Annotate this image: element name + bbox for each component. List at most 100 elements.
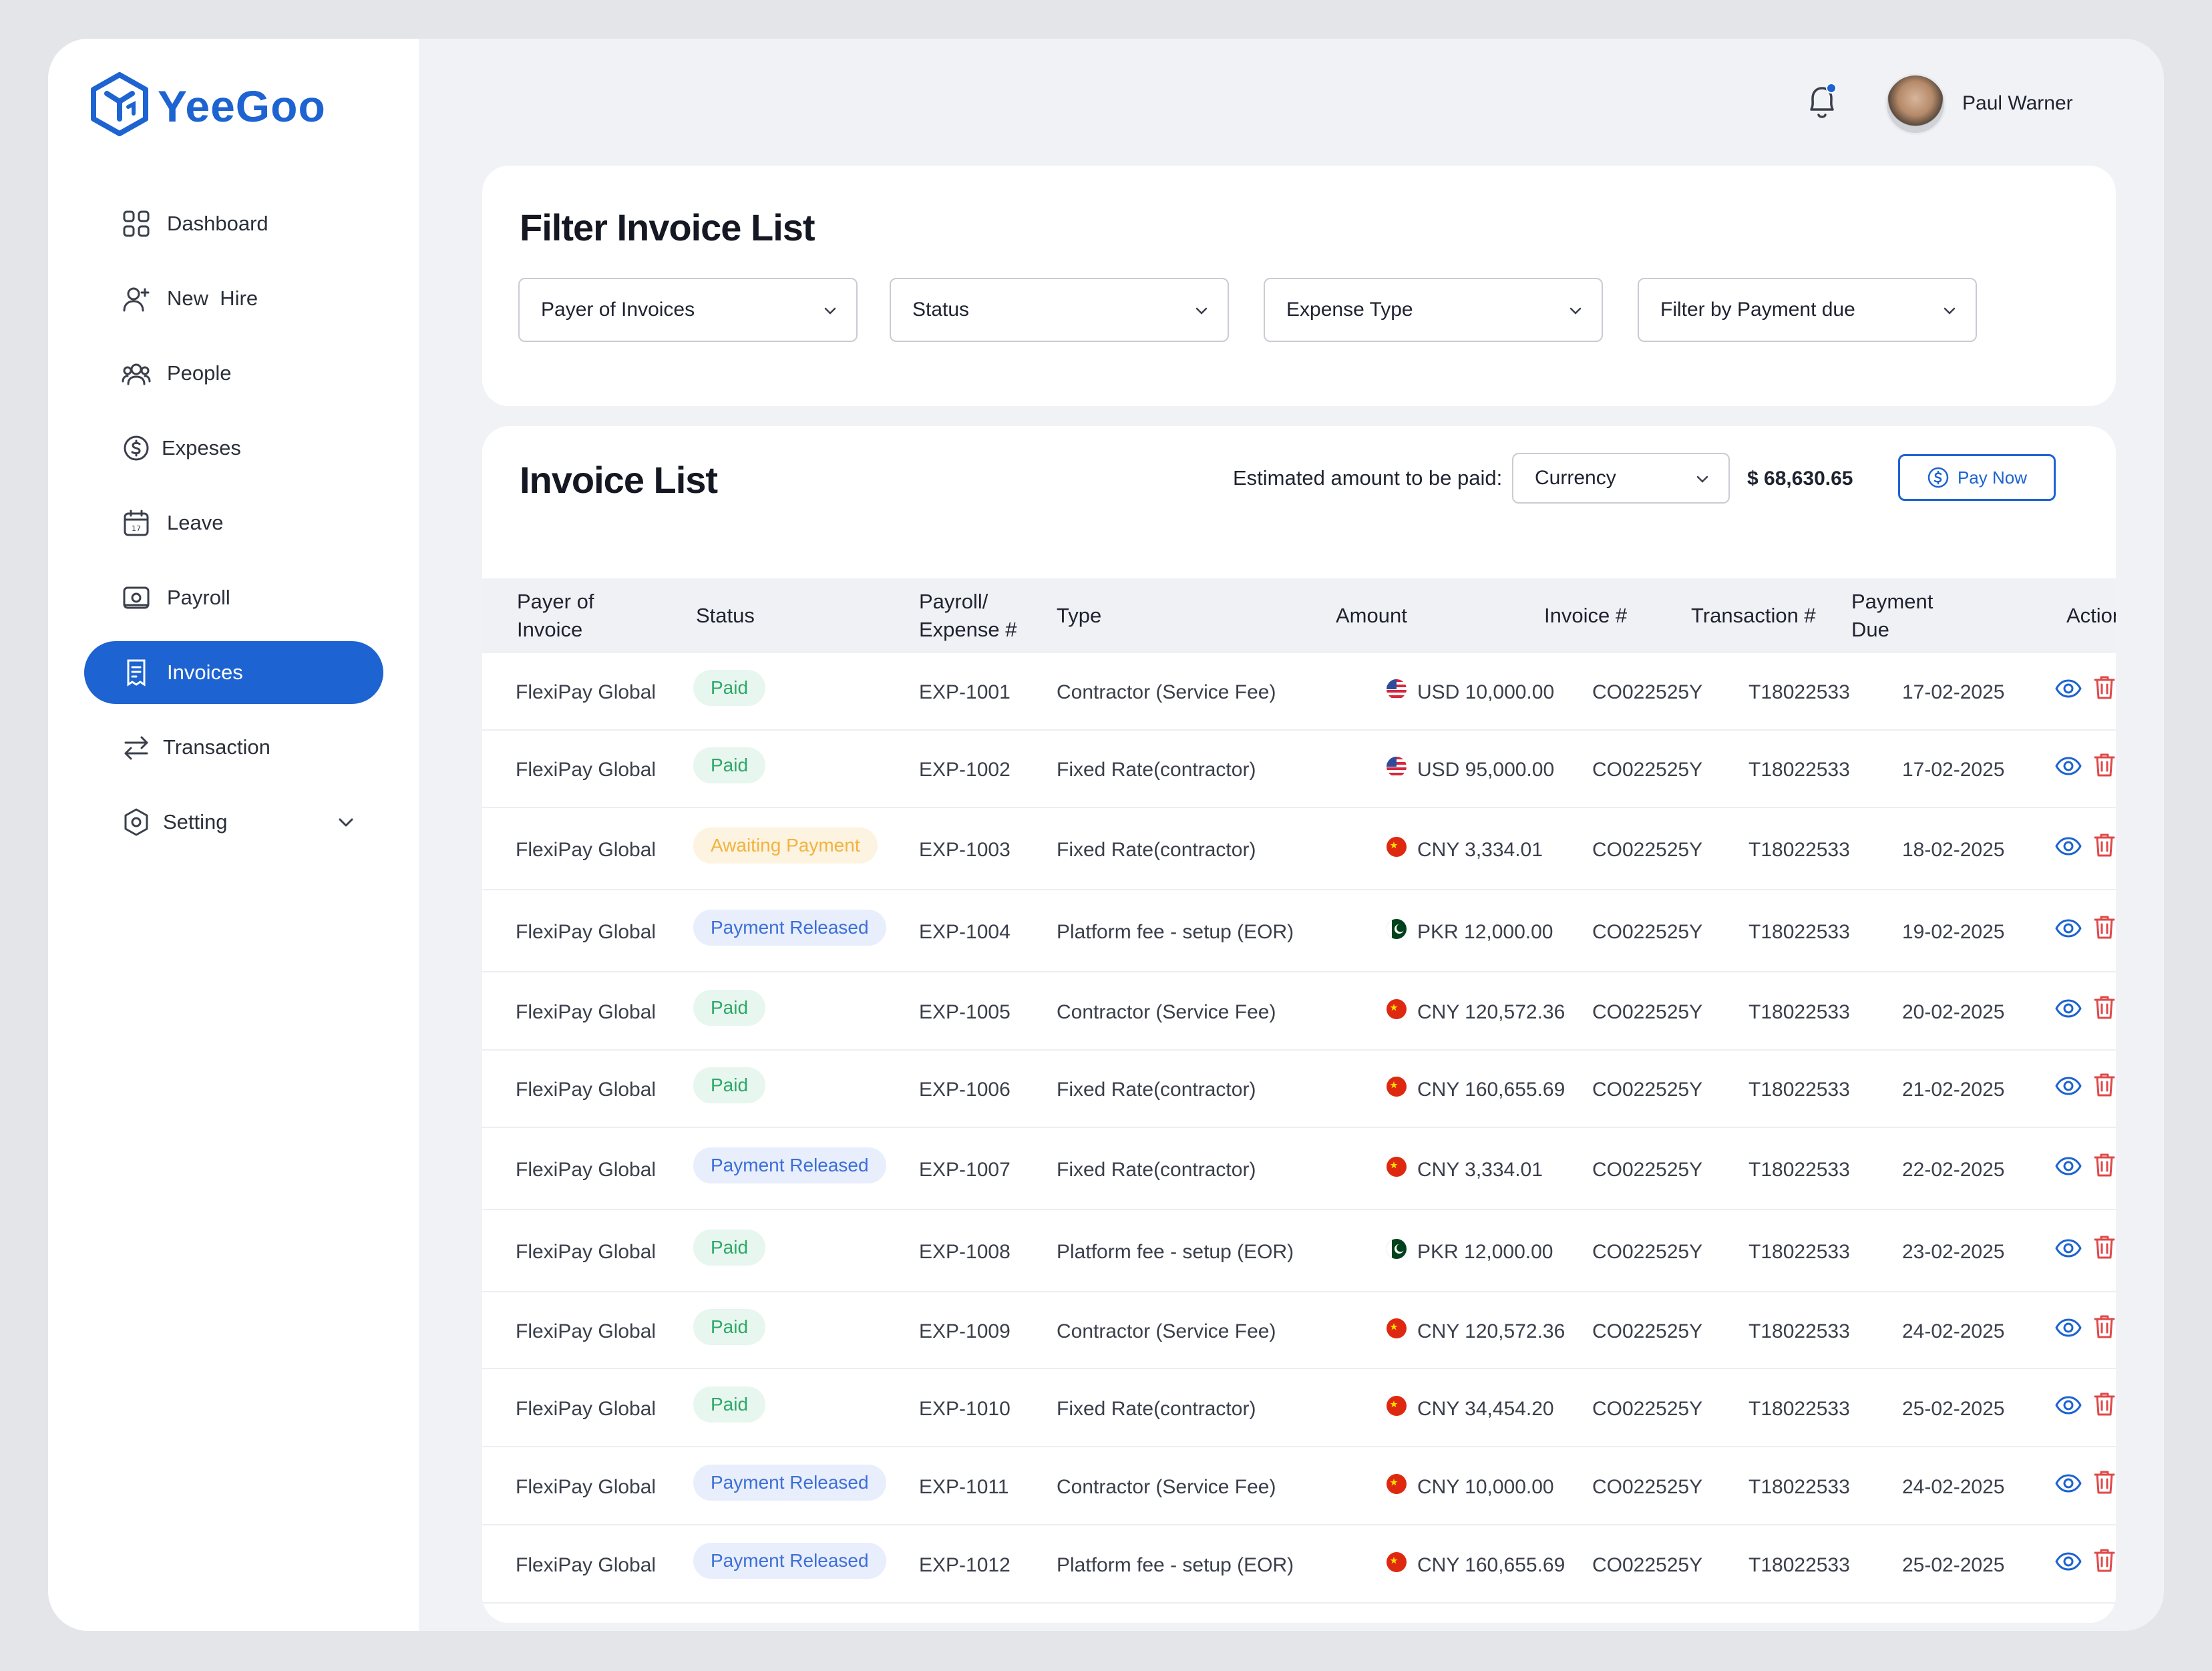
sidebar-item-leave[interactable]: 17 Leave	[84, 492, 383, 554]
delete-icon[interactable]	[2090, 1312, 2116, 1340]
cell-payer: FlexiPay Global	[516, 1241, 657, 1263]
view-icon[interactable]	[2054, 994, 2082, 1023]
sidebar-item-invoices[interactable]: Invoices	[84, 641, 383, 704]
cell-type: Contractor (Service Fee)	[1057, 1476, 1276, 1498]
delete-icon[interactable]	[2090, 913, 2116, 941]
view-icon[interactable]	[2054, 1072, 2082, 1100]
delete-icon[interactable]	[2090, 1468, 2116, 1496]
table-row[interactable]: FlexiPay Global Paid EXP-1005 Contractor (S…	[482, 972, 2116, 1051]
table-row[interactable]: FlexiPay Global Awaiting Payment EXP-1003 F…	[482, 808, 2116, 890]
delete-icon[interactable]	[2090, 831, 2116, 859]
delete-icon[interactable]	[2090, 1151, 2116, 1179]
cell-expense: EXP-1006	[919, 1079, 1010, 1101]
avatar[interactable]	[1885, 73, 1946, 135]
delete-icon[interactable]	[2090, 1390, 2116, 1418]
app-frame: YeeGoo Dashboard New Hire People	[48, 39, 2164, 1631]
delete-icon[interactable]	[2090, 1546, 2116, 1574]
invoice-list-title: Invoice List	[520, 459, 718, 501]
invoice-icon	[122, 658, 151, 687]
view-icon[interactable]	[2054, 1391, 2082, 1419]
status-badge: Payment Released	[693, 910, 886, 946]
pk-flag-icon	[1387, 1239, 1407, 1259]
table-row[interactable]: FlexiPay Global Paid EXP-1002 Fixed Rate(co…	[482, 731, 2116, 808]
cell-type: Contractor (Service Fee)	[1057, 1320, 1276, 1342]
view-icon[interactable]	[2054, 914, 2082, 942]
delete-icon[interactable]	[2090, 1233, 2116, 1261]
status-badge: Paid	[693, 1230, 766, 1266]
cell-invoice: CO022525Y	[1592, 1398, 1703, 1420]
currency-select[interactable]: Currency	[1512, 453, 1730, 504]
view-icon[interactable]	[2054, 1152, 2082, 1180]
col-status[interactable]: Status	[696, 604, 755, 627]
cn-flag-icon	[1387, 837, 1407, 857]
cell-payment-due: 22-02-2025	[1902, 1159, 2005, 1181]
sidebar-item-new-hire[interactable]: New Hire	[84, 267, 383, 330]
cell-payer: FlexiPay Global	[516, 1398, 657, 1420]
cell-invoice: CO022525Y	[1592, 839, 1703, 861]
col-payment-due[interactable]: Payment Due	[1851, 588, 1933, 644]
delete-icon[interactable]	[2090, 751, 2116, 779]
cell-type: Fixed Rate(contractor)	[1057, 1079, 1256, 1101]
notification-bell-icon[interactable]	[1802, 80, 1842, 124]
table-row[interactable]: FlexiPay Global Paid EXP-1008 Platform fee …	[482, 1210, 2116, 1292]
table-row[interactable]: FlexiPay Global Paid EXP-1006 Fixed Rate(co…	[482, 1051, 2116, 1128]
view-icon[interactable]	[2054, 1469, 2082, 1497]
sidebar-item-transaction[interactable]: Transaction	[84, 716, 383, 779]
cell-amount: CNY 160,655.69	[1417, 1554, 1565, 1576]
chevron-down-icon[interactable]	[335, 811, 357, 833]
filter-payer-value: Payer of Invoices	[541, 299, 695, 321]
cn-flag-icon	[1387, 1474, 1407, 1494]
cell-payer: FlexiPay Global	[516, 681, 657, 703]
sidebar-item-setting[interactable]: Setting	[84, 791, 383, 854]
cell-payment-due: 24-02-2025	[1902, 1320, 2005, 1342]
cell-amount: USD 10,000.00	[1417, 681, 1555, 703]
cell-payment-due: 25-02-2025	[1902, 1398, 2005, 1420]
cell-payer: FlexiPay Global	[516, 1476, 657, 1498]
delete-icon[interactable]	[2090, 673, 2116, 701]
cell-amount: CNY 3,334.01	[1417, 839, 1543, 861]
logo[interactable]: YeeGoo	[89, 72, 326, 140]
table-row[interactable]: FlexiPay Global Payment Released EXP-1007 F…	[482, 1128, 2116, 1210]
table-row[interactable]: FlexiPay Global Paid EXP-1009 Contractor (S…	[482, 1292, 2116, 1369]
delete-icon[interactable]	[2090, 1071, 2116, 1099]
col-action: Action	[2066, 604, 2116, 627]
view-icon[interactable]	[2054, 1547, 2082, 1575]
col-due-line2: Due	[1851, 618, 1889, 641]
col-transaction[interactable]: Transaction #	[1691, 604, 1816, 627]
col-expense[interactable]: Payroll/ Expense #	[919, 588, 1017, 644]
status-badge: Payment Released	[693, 1465, 886, 1501]
col-payer[interactable]: Payer of Invoice	[517, 588, 594, 644]
view-icon[interactable]	[2054, 675, 2082, 703]
sidebar-item-dashboard[interactable]: Dashboard	[84, 192, 383, 255]
cell-expense: EXP-1004	[919, 921, 1010, 943]
table-row[interactable]: FlexiPay Global Paid EXP-1001 Contractor (S…	[482, 653, 2116, 731]
filter-expense-type-select[interactable]: Expense Type	[1264, 278, 1603, 342]
sidebar-item-expenses[interactable]: Expeses	[84, 417, 383, 480]
table-row[interactable]: FlexiPay Global Payment Released EXP-1011 C…	[482, 1447, 2116, 1525]
sidebar-item-people[interactable]: People	[84, 342, 383, 405]
filter-payer-select[interactable]: Payer of Invoices	[518, 278, 858, 342]
table-row[interactable]: FlexiPay Global Payment Released EXP-1012 P…	[482, 1525, 2116, 1604]
col-invoice[interactable]: Invoice #	[1544, 604, 1628, 627]
view-icon[interactable]	[2054, 752, 2082, 780]
sidebar-item-label: Payroll	[167, 586, 230, 609]
col-type[interactable]: Type	[1057, 604, 1102, 627]
status-badge: Paid	[693, 747, 766, 783]
view-icon[interactable]	[2054, 1234, 2082, 1262]
view-icon[interactable]	[2054, 1314, 2082, 1342]
sidebar-item-label: Setting	[163, 810, 228, 833]
delete-icon[interactable]	[2090, 993, 2116, 1021]
pay-now-button[interactable]: Pay Now	[1898, 454, 2056, 501]
user-name[interactable]: Paul Warner	[1962, 92, 2073, 114]
table-row[interactable]: FlexiPay Global Paid EXP-1010 Fixed Rate(co…	[482, 1369, 2116, 1447]
filter-expense-type-value: Expense Type	[1286, 299, 1413, 321]
table-row[interactable]: FlexiPay Global Payment Released EXP-1004 P…	[482, 890, 2116, 972]
col-amount[interactable]: Amount	[1336, 604, 1407, 627]
sidebar-item-label: Invoices	[167, 661, 243, 684]
sidebar-item-payroll[interactable]: Payroll	[84, 566, 383, 629]
filter-status-select[interactable]: Status	[890, 278, 1229, 342]
view-icon[interactable]	[2054, 832, 2082, 860]
cell-expense: EXP-1002	[919, 759, 1010, 781]
filter-payment-due-select[interactable]: Filter by Payment due	[1638, 278, 1977, 342]
table-body: FlexiPay Global Paid EXP-1001 Contractor (S…	[482, 653, 2116, 1604]
